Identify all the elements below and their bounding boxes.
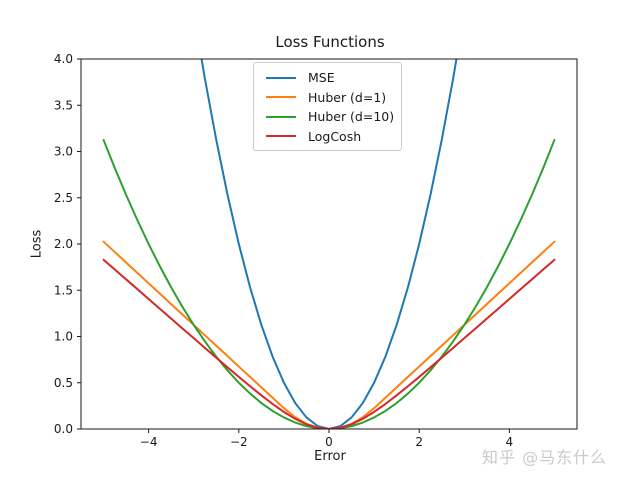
curve-logcosh: [102, 258, 556, 429]
x-tick-label: 0: [325, 435, 333, 449]
chart-title: Loss Functions: [275, 33, 385, 51]
x-tick-label: 4: [506, 435, 514, 449]
legend-item: Huber (d=10): [262, 107, 395, 127]
y-tick-label: 3.5: [54, 98, 73, 112]
curve-huber-d-1: [102, 240, 556, 429]
legend-label: MSE: [308, 70, 335, 86]
watermark: 知乎 @马东什么: [482, 448, 608, 467]
y-tick-label: 1.0: [54, 330, 73, 344]
legend-item: MSE: [262, 68, 393, 88]
legend-line-sample-huber10: [266, 115, 296, 118]
legend-line-sample-huber1: [266, 96, 296, 99]
legend-line-sample-logcosh: [266, 135, 296, 138]
y-tick-label: 2.5: [54, 191, 73, 205]
x-tick-label: −2: [230, 435, 248, 449]
y-tick-label: 0.5: [54, 376, 73, 390]
y-axis-label: Loss: [29, 229, 45, 259]
y-tick-label: 4.0: [54, 52, 73, 66]
y-tick-label: 2.0: [54, 237, 73, 251]
x-tick-label: 2: [415, 435, 423, 449]
legend: MSE Huber (d=1) Huber (d=10) LogCosh: [253, 62, 402, 151]
legend-item: Huber (d=1): [262, 88, 393, 108]
y-tick-label: 0.0: [54, 422, 73, 436]
curve-huber-d-10: [102, 138, 556, 429]
x-axis-label: Error: [314, 449, 346, 464]
legend-label: Huber (d=1): [308, 89, 387, 105]
legend-line-sample-mse: [266, 76, 296, 79]
legend-label: LogCosh: [308, 128, 362, 144]
y-tick-label: 1.5: [54, 283, 73, 297]
legend-item: LogCosh: [262, 127, 393, 147]
axes-spines: [80, 58, 578, 430]
x-tick-label: −4: [140, 435, 158, 449]
legend-label: Huber (d=10): [308, 109, 395, 125]
y-tick-label: 3.0: [54, 145, 73, 159]
